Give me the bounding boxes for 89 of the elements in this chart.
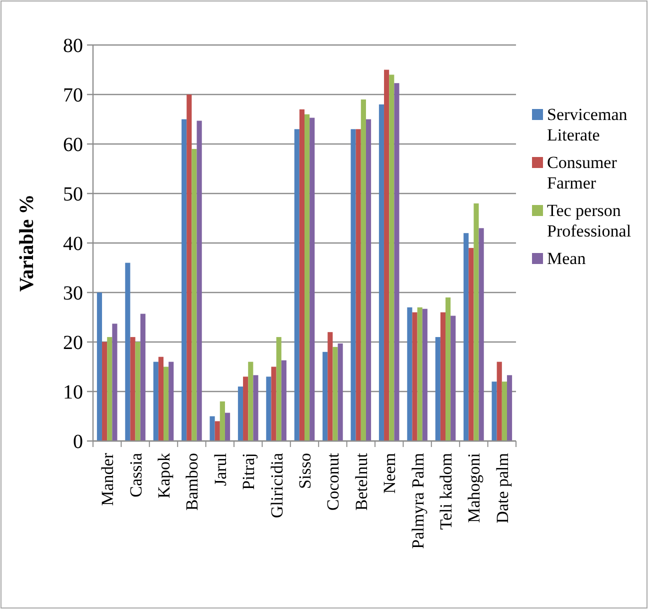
bar: [243, 376, 248, 441]
bar: [294, 129, 300, 441]
bar: [394, 83, 400, 441]
bar: [332, 346, 338, 441]
x-tick-label: Jarul: [210, 452, 230, 486]
bar: [496, 362, 502, 441]
bar: [130, 337, 136, 441]
y-tick-label: 70: [63, 84, 83, 106]
bar: [238, 386, 244, 441]
bar: [153, 362, 158, 441]
y-axis-title: Variable %: [16, 194, 38, 292]
bar: [440, 312, 446, 441]
bar: [468, 248, 474, 441]
bar: [135, 342, 140, 441]
bar: [412, 312, 418, 441]
x-tick-label: Coconut: [324, 452, 343, 511]
x-tick-label: Mander: [98, 452, 118, 506]
y-tick-label: 10: [63, 382, 83, 404]
bar: [407, 307, 412, 441]
bar: [281, 360, 286, 441]
x-tick-label: Teli kadom: [436, 453, 456, 530]
bar: [389, 74, 394, 441]
legend-label: Serviceman Literate: [547, 104, 628, 144]
x-tick-label: Date palm: [492, 453, 512, 524]
bar: [158, 356, 164, 441]
x-tick-label: Kapok: [154, 452, 174, 498]
bar: [164, 366, 169, 441]
bar: [417, 307, 422, 441]
y-tick-label: 80: [63, 35, 83, 57]
bar: [214, 421, 220, 441]
bar: [112, 324, 118, 441]
bar: [435, 337, 440, 441]
bar: [220, 401, 225, 441]
bar: [299, 109, 304, 441]
y-tick-label: 50: [63, 184, 83, 206]
x-tick-label: Bamboo: [182, 453, 202, 511]
bar: [304, 114, 310, 441]
bar: [478, 228, 484, 441]
bar: [248, 362, 254, 441]
bar: [210, 416, 215, 441]
bar: [464, 233, 469, 441]
bar: [356, 129, 361, 441]
bar: [271, 366, 276, 441]
x-tick-label: Cassia: [126, 452, 146, 498]
bar: [266, 376, 272, 441]
bar: [224, 412, 230, 441]
bar: [192, 148, 197, 441]
bar: [322, 352, 328, 441]
bar: [310, 118, 315, 441]
bar: [366, 119, 372, 441]
x-tick-label: Gliricidia: [267, 452, 286, 518]
x-tick-label: Palmyra Palm: [408, 453, 428, 549]
bar: [186, 94, 192, 441]
bar: [196, 120, 202, 441]
bar: [384, 70, 390, 441]
bar: [328, 332, 333, 441]
x-tick-label: Pitraj: [239, 453, 258, 490]
y-tick-label: 60: [63, 134, 83, 156]
bar: [338, 343, 343, 441]
legend-label: Consumer Farmer: [547, 152, 618, 192]
bar: [502, 382, 507, 441]
bar: [107, 337, 112, 441]
bar: [102, 342, 108, 441]
bar: [96, 292, 102, 441]
legend-label: Tec person Professional: [547, 200, 632, 240]
bar: [474, 203, 479, 441]
y-tick-label: 30: [63, 282, 83, 304]
bar: [182, 119, 187, 441]
bar: [125, 262, 130, 441]
bar: [350, 129, 356, 441]
bar: [360, 99, 366, 441]
y-tick-label: 0: [73, 431, 83, 453]
bar: [140, 314, 146, 441]
bar: [492, 382, 497, 441]
bar: [506, 375, 512, 441]
y-tick-label: 40: [63, 233, 83, 255]
x-tick-label: Mahogoni: [464, 452, 484, 523]
bar: [168, 362, 174, 441]
bar: [450, 316, 456, 441]
y-tick-label: 20: [63, 332, 83, 354]
bar: [422, 308, 428, 441]
x-tick-label: Sisso: [295, 453, 314, 489]
bar: [253, 375, 258, 441]
bar: [378, 104, 384, 441]
x-tick-label: Neem: [380, 453, 400, 494]
bar: [446, 297, 451, 441]
x-tick-label: Betelnut: [352, 452, 371, 511]
bar: [276, 337, 282, 441]
legend-label: Mean: [547, 248, 586, 268]
